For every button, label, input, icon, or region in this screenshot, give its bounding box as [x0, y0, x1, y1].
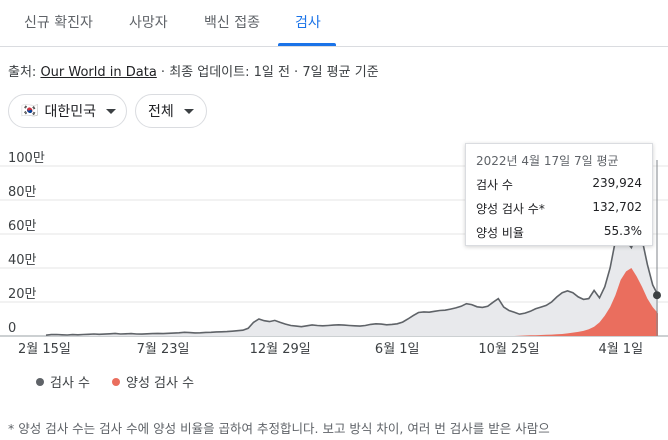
tooltip-title: 2022년 4월 17일 7일 평균 [476, 154, 619, 168]
x-tick-label: 4월 1일 [598, 342, 643, 357]
source-link[interactable]: Our World in Data [40, 65, 157, 80]
y-tick-label: 100만 [8, 151, 45, 166]
dropdown-caret-icon [105, 108, 116, 114]
y-tick-label: 20만 [8, 287, 37, 302]
y-tick-label: 40만 [8, 253, 37, 268]
legend-label: 양성 검사 수 [126, 376, 195, 391]
source-suffix: · 최종 업데이트: 1일 전 · 7일 평균 기준 [156, 65, 379, 80]
positive-area [46, 268, 658, 336]
scope-label: 전체 [148, 104, 174, 120]
x-tick-label: 7월 23일 [137, 342, 190, 357]
y-tick-label: 60만 [8, 219, 37, 234]
tooltip-value: 55.3% [603, 224, 642, 238]
source-prefix: 출처: [8, 65, 41, 80]
tests-line [45, 232, 659, 336]
tooltip-value: 239,924 [592, 176, 642, 190]
source-line: 출처: Our World in Data · 최종 업데이트: 1일 전 · … [8, 61, 379, 80]
y-tick-label: 80만 [8, 185, 37, 200]
legend-dot [36, 377, 44, 386]
tests-area [46, 234, 658, 336]
tooltip-label: 양성 검사 수* [476, 202, 545, 216]
x-tick-label: 2월 15일 [18, 342, 71, 357]
tooltip-row-rate: 양성 비율 55.3% [476, 224, 642, 242]
tab-testing[interactable]: 검사 [295, 15, 321, 31]
hover-marker [653, 291, 661, 300]
tab-new-cases[interactable]: 신규 확진자 [24, 15, 93, 31]
country-selector[interactable]: 🇰🇷 대한민국 [8, 94, 127, 128]
x-tick-label: 6월 1일 [375, 342, 420, 357]
legend-item-positive: 양성 검사 수 [112, 372, 194, 391]
country-label: 대한민국 [44, 104, 96, 120]
tooltip-row-tests: 검사 수 239,924 [476, 176, 642, 194]
legend-dot [112, 377, 120, 386]
y-tick-label: 0 [8, 321, 16, 336]
tab-vaccinations[interactable]: 백신 접종 [204, 15, 260, 31]
x-tick-label: 10월 25일 [478, 342, 539, 357]
chart-tabs: 신규 확진자 사망자 백신 접종 검사 [0, 0, 668, 47]
chart-tooltip: 2022년 4월 17일 7일 평균 검사 수 239,924 양성 검사 수*… [465, 143, 653, 246]
scope-selector[interactable]: 전체 [135, 94, 207, 128]
legend-label: 검사 수 [50, 376, 91, 391]
legend-item-tests: 검사 수 [36, 372, 90, 391]
footnote: * 양성 검사 수는 검사 수에 양성 비율을 곱하여 추정합니다. 보고 방식… [8, 421, 550, 436]
dropdown-caret-icon [183, 108, 194, 114]
tooltip-label: 양성 비율 [476, 226, 524, 240]
tooltip-value: 132,702 [592, 200, 642, 214]
x-tick-label: 12월 29일 [250, 342, 311, 357]
tab-deaths[interactable]: 사망자 [129, 15, 168, 31]
korea-flag-icon: 🇰🇷 [21, 103, 39, 119]
active-tab-indicator [278, 43, 336, 46]
tooltip-label: 검사 수 [476, 178, 513, 192]
tooltip-row-positive: 양성 검사 수* 132,702 [476, 200, 642, 218]
